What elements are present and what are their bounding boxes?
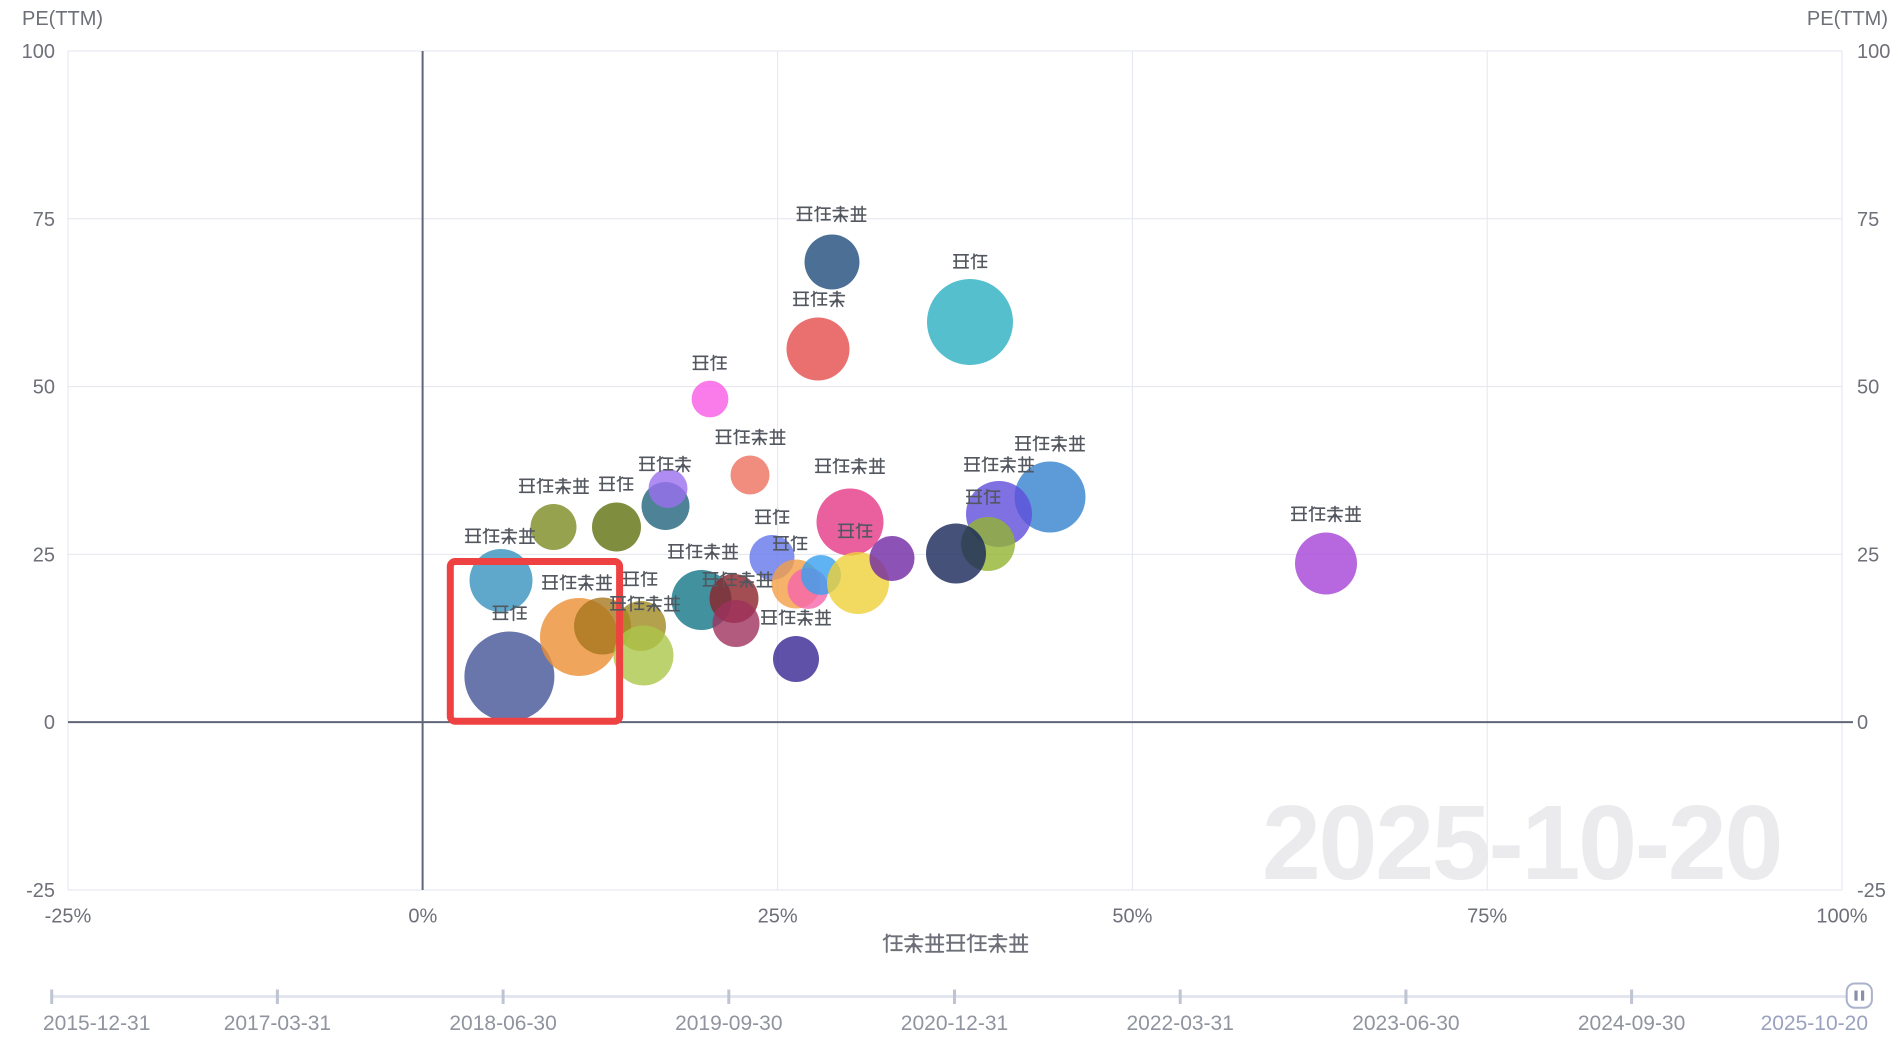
svg-text:100: 100 (22, 41, 55, 63)
svg-text:100: 100 (1857, 41, 1890, 63)
svg-text:25: 25 (1857, 544, 1879, 566)
svg-text:2020-12-31: 2020-12-31 (901, 1012, 1008, 1035)
svg-text:2025-10-20: 2025-10-20 (1262, 784, 1781, 902)
svg-text:2024-09-30: 2024-09-30 (1578, 1012, 1685, 1035)
svg-text:2025-10-20: 2025-10-20 (1761, 1012, 1868, 1035)
svg-text:75: 75 (33, 209, 55, 231)
svg-text:2023-06-30: 2023-06-30 (1352, 1012, 1459, 1035)
svg-text:50%: 50% (1112, 906, 1152, 928)
svg-text:-25: -25 (1857, 880, 1886, 902)
svg-text:25: 25 (33, 544, 55, 566)
svg-text:0: 0 (1857, 712, 1868, 734)
svg-text:50: 50 (33, 377, 55, 399)
svg-text:PE(TTM): PE(TTM) (1807, 8, 1888, 30)
svg-text:100%: 100% (1816, 906, 1867, 928)
svg-text:2015-12-31: 2015-12-31 (43, 1012, 150, 1035)
svg-text:25%: 25% (758, 906, 798, 928)
svg-text:50: 50 (1857, 377, 1879, 399)
svg-text:PE(TTM): PE(TTM) (22, 8, 103, 30)
svg-text:-25: -25 (26, 880, 55, 902)
svg-text:2022-03-31: 2022-03-31 (1126, 1012, 1233, 1035)
svg-text:75%: 75% (1467, 906, 1507, 928)
svg-text:75: 75 (1857, 209, 1879, 231)
svg-text:2018-06-30: 2018-06-30 (449, 1012, 556, 1035)
svg-text:0%: 0% (408, 906, 437, 928)
svg-text:-25%: -25% (45, 906, 92, 928)
svg-text:2019-09-30: 2019-09-30 (675, 1012, 782, 1035)
svg-text:0: 0 (44, 712, 55, 734)
svg-text:2017-03-31: 2017-03-31 (224, 1012, 331, 1035)
